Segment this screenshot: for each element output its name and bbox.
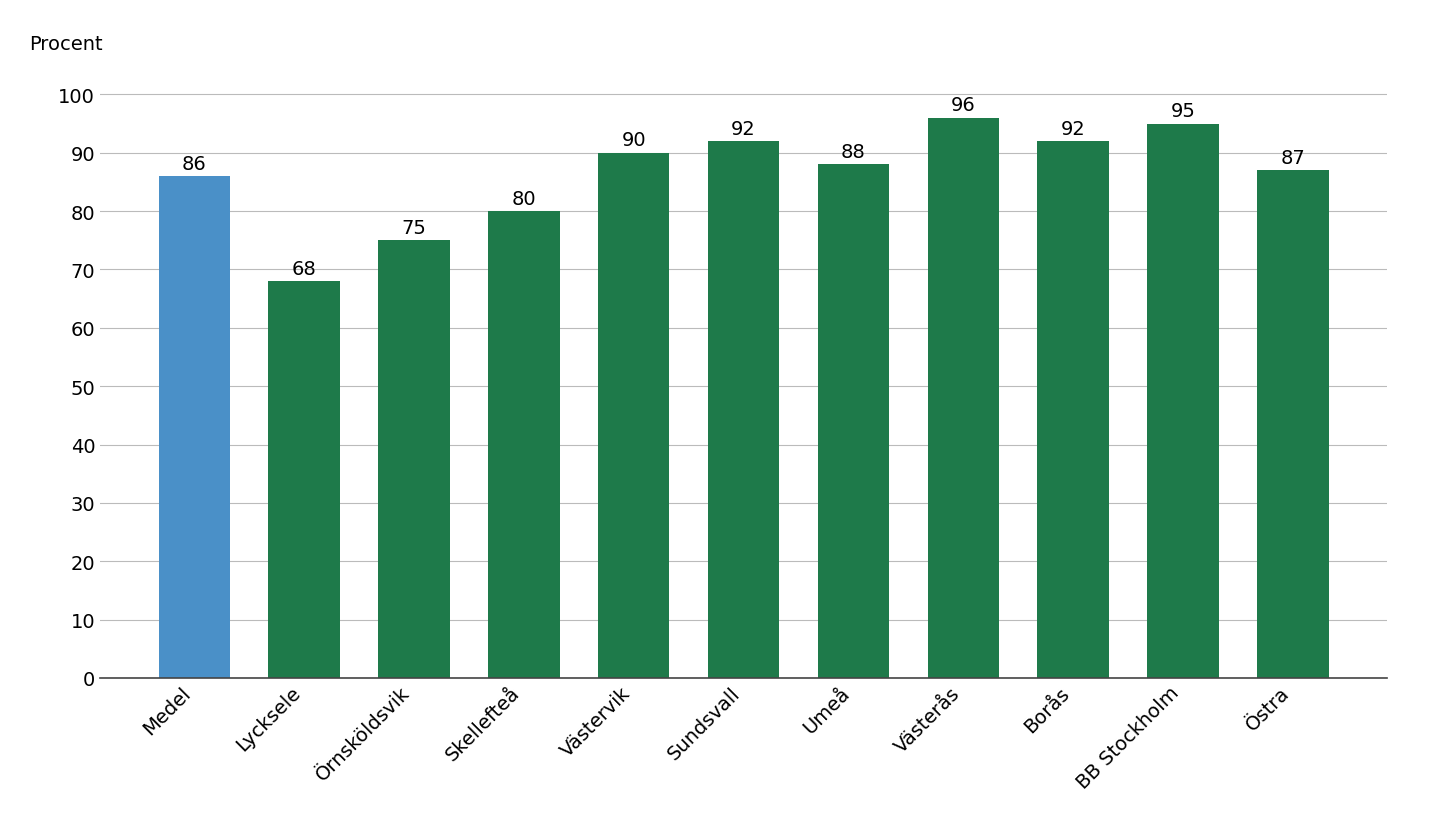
Bar xyxy=(269,282,340,678)
Text: 88: 88 xyxy=(841,143,865,162)
Text: 95: 95 xyxy=(1171,102,1195,121)
Bar xyxy=(818,165,889,678)
Bar xyxy=(598,154,669,678)
Text: 87: 87 xyxy=(1280,149,1306,168)
Bar xyxy=(1147,124,1218,678)
Text: Procent: Procent xyxy=(30,35,103,54)
Text: 86: 86 xyxy=(182,155,207,174)
Bar xyxy=(708,142,779,678)
Text: 80: 80 xyxy=(512,189,536,208)
Text: 75: 75 xyxy=(402,218,426,237)
Bar xyxy=(928,118,1000,678)
Bar xyxy=(379,241,449,678)
Bar xyxy=(1038,142,1108,678)
Text: 68: 68 xyxy=(292,260,316,279)
Bar xyxy=(488,212,559,678)
Text: 92: 92 xyxy=(1061,119,1085,138)
Text: 96: 96 xyxy=(951,96,975,115)
Bar xyxy=(159,177,230,678)
Bar xyxy=(1257,171,1328,678)
Text: 90: 90 xyxy=(622,131,646,150)
Text: 92: 92 xyxy=(731,119,756,138)
